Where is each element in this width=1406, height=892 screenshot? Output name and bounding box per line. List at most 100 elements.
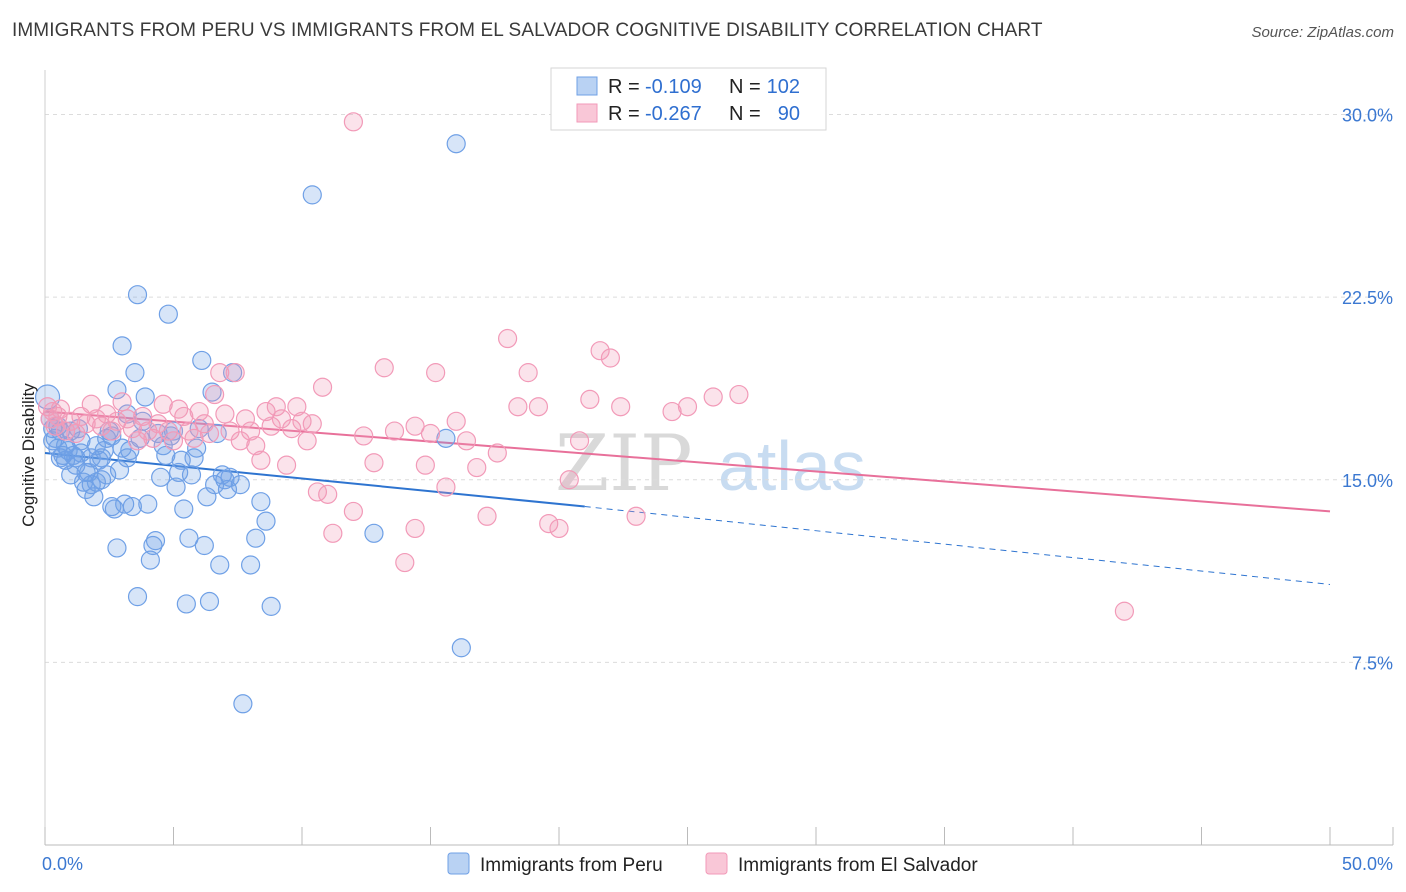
- point-peru: [446, 134, 466, 154]
- point-el-salvador: [323, 523, 343, 543]
- point-el-salvador: [235, 409, 256, 429]
- series-legend-label-peru: Immigrants from Peru: [480, 855, 663, 876]
- point-el-salvador: [276, 455, 297, 475]
- grid-lines: [45, 114, 1392, 663]
- point-peru: [436, 428, 456, 448]
- point-el-salvador: [559, 470, 579, 490]
- point-el-salvador: [528, 397, 549, 417]
- point-peru: [163, 421, 184, 441]
- point-peru: [102, 426, 122, 446]
- point-el-salvador: [415, 455, 435, 475]
- point-el-salvador: [677, 397, 698, 417]
- legend-swatch-peru: [576, 76, 598, 96]
- point-el-salvador: [61, 411, 81, 431]
- point-peru: [202, 382, 222, 402]
- point-el-salvador: [446, 411, 466, 431]
- point-el-salvador: [163, 431, 184, 451]
- point-peru: [174, 499, 194, 519]
- point-peru: [205, 475, 225, 495]
- point-peru: [158, 304, 178, 324]
- point-el-salvador: [127, 431, 148, 451]
- y-tick-label: 30.0%: [1342, 106, 1393, 126]
- point-el-salvador: [420, 423, 441, 444]
- point-el-salvador: [189, 401, 209, 422]
- point-el-salvador: [518, 363, 538, 383]
- point-el-salvador: [122, 419, 142, 439]
- point-el-salvador: [662, 401, 682, 422]
- point-el-salvador: [282, 419, 302, 439]
- point-el-salvador: [184, 428, 204, 448]
- trend-extension-peru: [584, 506, 1331, 585]
- point-peru: [107, 380, 127, 400]
- point-peru: [117, 448, 137, 468]
- point-peru: [122, 496, 142, 517]
- point-el-salvador: [302, 414, 322, 434]
- legend-n-value-1: 102: [767, 76, 800, 98]
- point-peru: [194, 535, 214, 556]
- point-peru: [246, 528, 266, 548]
- point-peru: [210, 555, 230, 575]
- y-tick-label: 22.5%: [1342, 288, 1393, 308]
- legend-n-label-2: N =: [729, 103, 761, 125]
- point-peru: [151, 467, 171, 487]
- point-peru: [220, 467, 240, 487]
- point-el-salvador: [456, 431, 477, 451]
- point-el-salvador: [205, 384, 225, 405]
- point-peru: [66, 455, 86, 475]
- point-peru: [241, 555, 261, 575]
- point-peru: [86, 436, 107, 456]
- point-el-salvador: [117, 409, 137, 429]
- point-el-salvador: [364, 453, 384, 473]
- point-peru: [302, 185, 322, 205]
- point-peru: [135, 387, 155, 407]
- point-el-salvador: [405, 518, 425, 539]
- stats-legend: R = -0.109 N = 102 R = -0.267 N = 90: [550, 67, 827, 131]
- point-el-salvador: [1114, 601, 1135, 621]
- point-el-salvador: [174, 406, 194, 427]
- y-tick-label: 7.5%: [1352, 653, 1393, 673]
- legend-n-value-2: 90: [778, 103, 800, 125]
- point-el-salvador: [287, 397, 307, 417]
- point-peru: [127, 587, 148, 607]
- point-el-salvador: [220, 421, 240, 441]
- x-tick-label: 50.0%: [1342, 854, 1393, 874]
- point-el-salvador: [199, 423, 220, 444]
- point-el-salvador: [354, 426, 374, 446]
- point-el-salvador: [569, 431, 590, 451]
- source-label: Source: ZipAtlas.com: [1251, 24, 1394, 41]
- point-peru: [125, 363, 145, 383]
- point-el-salvador: [426, 363, 446, 383]
- point-peru: [107, 538, 127, 558]
- point-el-salvador: [91, 416, 112, 436]
- point-peru: [120, 440, 140, 461]
- point-el-salvador: [158, 421, 178, 441]
- point-el-salvador: [251, 450, 271, 470]
- point-el-salvador: [194, 414, 214, 434]
- point-el-salvador: [600, 348, 621, 368]
- point-el-salvador: [508, 397, 528, 417]
- point-peru: [192, 350, 212, 371]
- watermark: ZIP atlas: [555, 419, 866, 509]
- point-peru: [84, 487, 104, 507]
- point-el-salvador: [549, 518, 569, 539]
- point-peru: [217, 479, 238, 500]
- chart-title: IMMIGRANTS FROM PERU VS IMMIGRANTS FROM …: [12, 20, 1043, 41]
- data-points: [34, 112, 1135, 714]
- point-el-salvador: [50, 399, 71, 419]
- point-peru: [112, 438, 132, 458]
- point-el-salvador: [266, 397, 286, 417]
- point-peru: [43, 431, 63, 451]
- point-peru: [251, 492, 271, 512]
- point-peru: [166, 477, 186, 497]
- legend-n-label-1: N =: [729, 76, 761, 98]
- y-axis-title: Cognitive Disability: [19, 383, 38, 527]
- point-el-salvador: [487, 443, 507, 463]
- point-el-salvador: [261, 416, 281, 436]
- point-el-salvador: [318, 484, 338, 504]
- point-el-salvador: [343, 501, 363, 522]
- point-el-salvador: [112, 392, 132, 412]
- point-el-salvador: [230, 431, 250, 451]
- point-el-salvador: [384, 421, 405, 441]
- point-peru: [364, 523, 384, 543]
- point-el-salvador: [76, 414, 96, 434]
